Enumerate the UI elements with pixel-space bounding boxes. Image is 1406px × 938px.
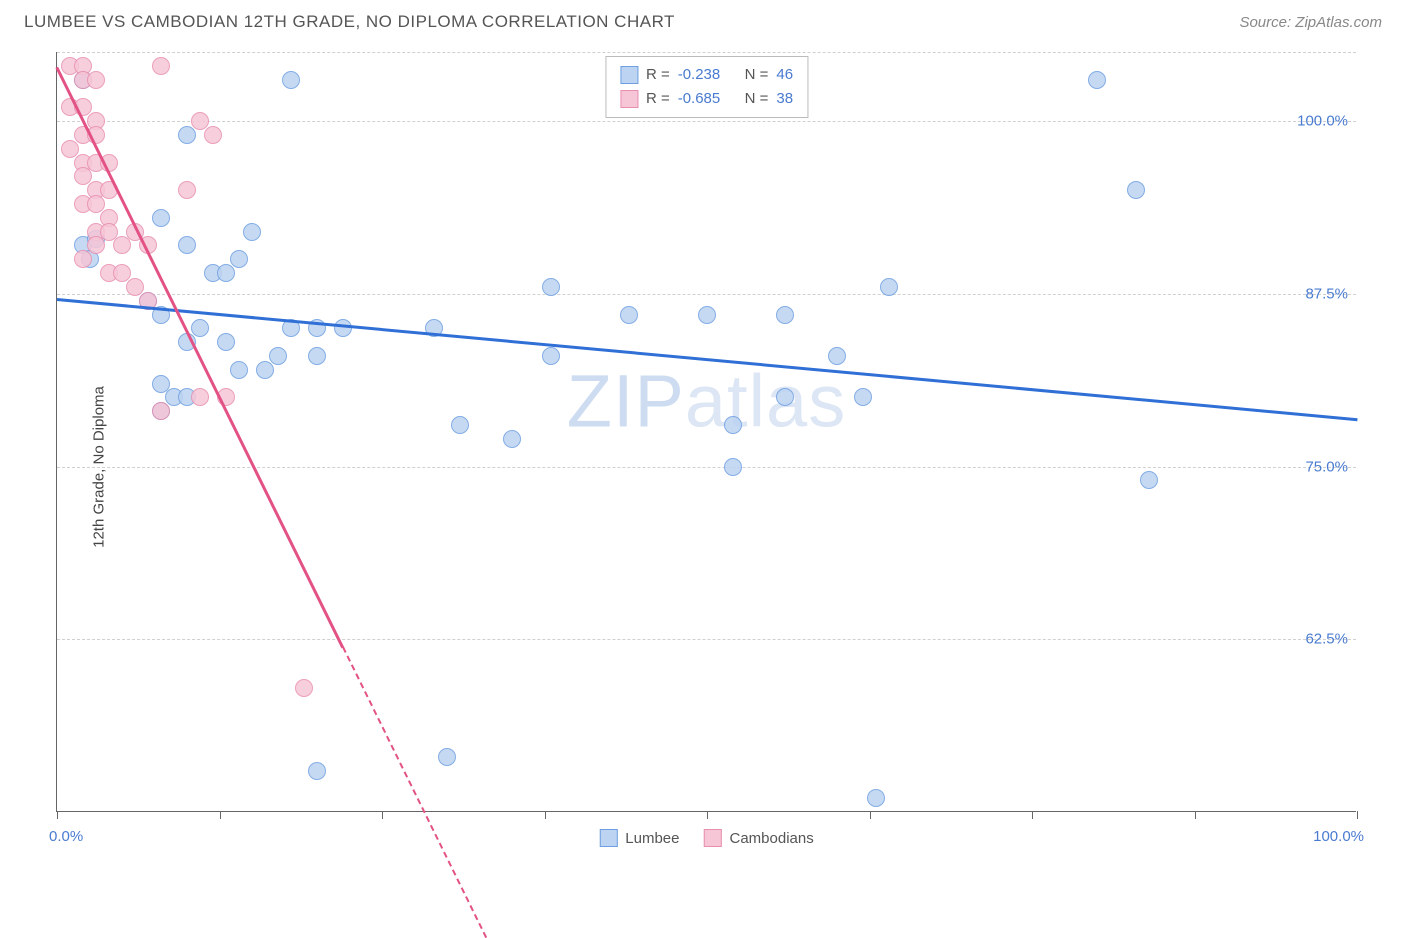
data-point: [74, 250, 92, 268]
data-point: [230, 250, 248, 268]
data-point: [438, 748, 456, 766]
data-point: [334, 319, 352, 337]
data-point: [867, 789, 885, 807]
legend-r-label: R =: [646, 87, 670, 111]
legend-item: Lumbee: [599, 829, 679, 847]
correlation-legend: R = -0.238 N = 46R = -0.685 N = 38: [605, 56, 808, 118]
data-point: [1140, 471, 1158, 489]
legend-swatch: [599, 829, 617, 847]
y-tick-label: 75.0%: [1305, 458, 1348, 475]
data-point: [243, 223, 261, 241]
x-tick: [545, 811, 546, 819]
data-point: [1127, 181, 1145, 199]
data-point: [698, 306, 716, 324]
gridline: [57, 639, 1356, 640]
x-axis-min-label: 0.0%: [49, 828, 83, 845]
data-point: [295, 679, 313, 697]
data-point: [308, 347, 326, 365]
legend-row: R = -0.238 N = 46: [620, 63, 793, 87]
legend-swatch: [620, 90, 638, 108]
gridline: [57, 294, 1356, 295]
legend-row: R = -0.685 N = 38: [620, 87, 793, 111]
data-point: [152, 57, 170, 75]
y-tick-label: 87.5%: [1305, 285, 1348, 302]
data-point: [724, 416, 742, 434]
data-point: [113, 236, 131, 254]
gridline: [57, 52, 1356, 53]
y-tick-label: 100.0%: [1297, 113, 1348, 130]
data-point: [854, 388, 872, 406]
legend-n-label: N =: [745, 87, 769, 111]
data-point: [191, 319, 209, 337]
data-point: [542, 347, 560, 365]
x-tick: [382, 811, 383, 819]
legend-n-label: N =: [745, 63, 769, 87]
data-point: [178, 181, 196, 199]
data-point: [152, 402, 170, 420]
x-tick: [870, 811, 871, 819]
data-point: [87, 71, 105, 89]
data-point: [152, 209, 170, 227]
data-point: [217, 264, 235, 282]
legend-swatch: [704, 829, 722, 847]
data-point: [217, 333, 235, 351]
chart-container: 12th Grade, No Diploma ZIPatlas R = -0.2…: [0, 42, 1406, 892]
trend-line-extrapolated: [342, 647, 487, 938]
data-point: [880, 278, 898, 296]
data-point: [204, 126, 222, 144]
x-tick: [1032, 811, 1033, 819]
legend-n-value: 38: [776, 87, 793, 111]
x-tick: [1357, 811, 1358, 819]
data-point: [308, 762, 326, 780]
data-point: [542, 278, 560, 296]
gridline: [57, 121, 1356, 122]
data-point: [724, 458, 742, 476]
legend-label: Lumbee: [625, 830, 679, 847]
trend-line: [56, 67, 344, 648]
x-tick: [707, 811, 708, 819]
source-label: Source: ZipAtlas.com: [1239, 14, 1382, 31]
data-point: [178, 126, 196, 144]
x-axis-max-label: 100.0%: [1313, 828, 1364, 845]
data-point: [256, 361, 274, 379]
data-point: [1088, 71, 1106, 89]
plot-area: ZIPatlas R = -0.238 N = 46R = -0.685 N =…: [56, 52, 1356, 812]
data-point: [230, 361, 248, 379]
y-tick-label: 62.5%: [1305, 631, 1348, 648]
x-tick: [1195, 811, 1196, 819]
legend-r-label: R =: [646, 63, 670, 87]
data-point: [282, 71, 300, 89]
x-tick: [220, 811, 221, 819]
legend-item: Cambodians: [704, 829, 814, 847]
data-point: [87, 236, 105, 254]
data-point: [178, 236, 196, 254]
data-point: [269, 347, 287, 365]
data-point: [191, 388, 209, 406]
legend-r-value: -0.685: [678, 87, 721, 111]
data-point: [620, 306, 638, 324]
data-point: [503, 430, 521, 448]
legend-n-value: 46: [776, 63, 793, 87]
data-point: [451, 416, 469, 434]
chart-title: LUMBEE VS CAMBODIAN 12TH GRADE, NO DIPLO…: [24, 12, 675, 32]
legend-swatch: [620, 66, 638, 84]
legend-r-value: -0.238: [678, 63, 721, 87]
watermark: ZIPatlas: [567, 359, 846, 444]
x-tick: [57, 811, 58, 819]
data-point: [776, 306, 794, 324]
data-point: [828, 347, 846, 365]
data-point: [776, 388, 794, 406]
series-legend: Lumbee Cambodians: [599, 829, 813, 847]
legend-label: Cambodians: [730, 830, 814, 847]
